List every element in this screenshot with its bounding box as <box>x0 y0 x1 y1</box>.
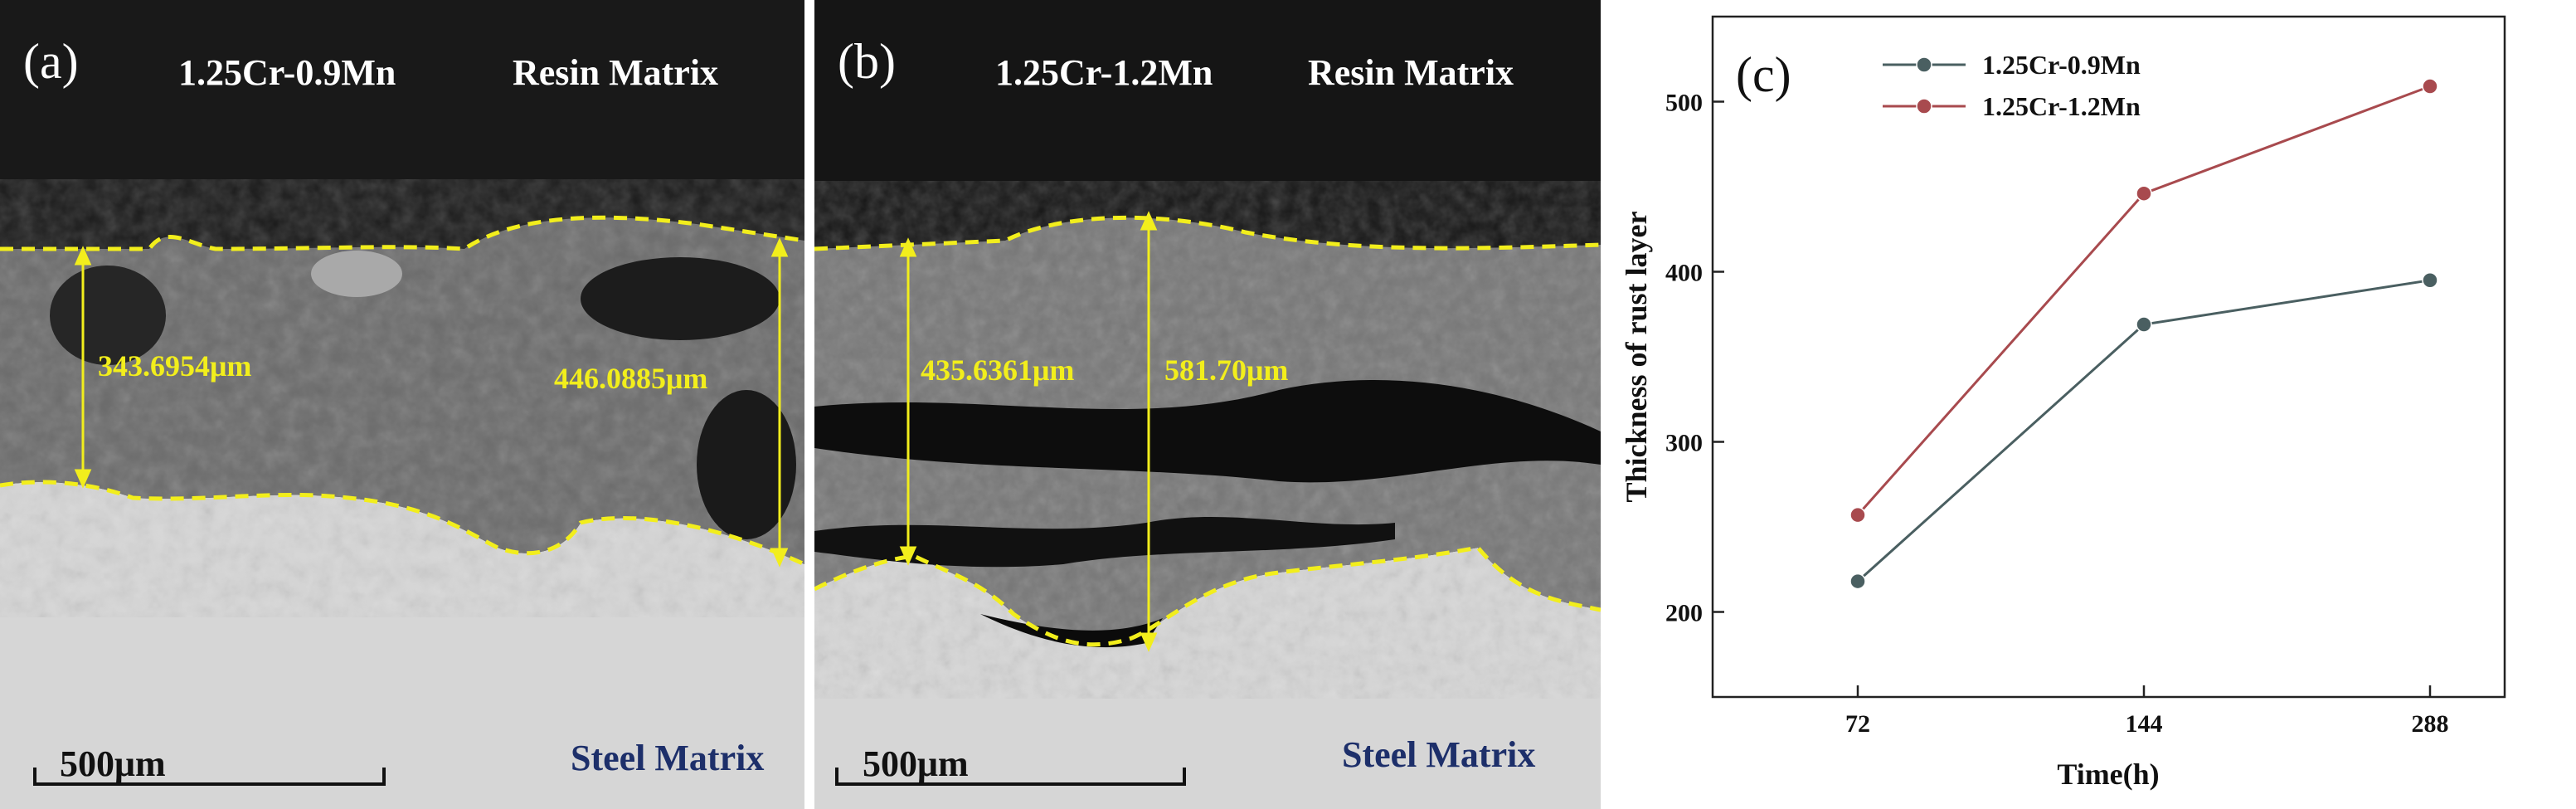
measure-arrow-right <box>1140 211 1158 652</box>
plot-frame <box>1711 15 2506 699</box>
y-tick-label: 500 <box>1665 90 1703 117</box>
rust-crack <box>980 614 1163 648</box>
data-point <box>2136 316 2152 333</box>
alloy-label-b: 1.25Cr-1.2Mn <box>995 52 1213 93</box>
panel-tag-b: (b) <box>838 34 896 89</box>
legend: 1.25Cr-0.9Mn 1.25Cr-1.2Mn <box>1883 50 2141 121</box>
measurement-label: 435.6361μm <box>921 353 1075 387</box>
rust-inclusion <box>311 251 402 297</box>
x-axis-label: Time(h) <box>2057 758 2159 791</box>
measure-arrow-left <box>74 246 92 489</box>
y-axis-ticks: 200 300 400 500 <box>1665 90 1724 627</box>
steel-matrix-label-b: Steel Matrix <box>1342 734 1536 775</box>
data-point <box>2422 78 2438 95</box>
rust-crack <box>50 266 166 365</box>
measurement-label: 446.0885μm <box>554 362 708 395</box>
x-tick-label: 144 <box>2126 710 2163 738</box>
measure-arrow-right <box>770 237 789 568</box>
y-tick-label: 300 <box>1665 430 1703 457</box>
y-tick-label: 200 <box>1665 600 1703 627</box>
series-line <box>1856 85 2431 516</box>
sem-image-b <box>814 0 1601 809</box>
measurement-label: 343.6954μm <box>98 349 252 383</box>
upper-boundary-line <box>814 215 1601 251</box>
scale-bar-label-b: 500μm <box>863 743 969 784</box>
lower-boundary-line <box>0 480 804 567</box>
scale-bar-label-a: 500μm <box>60 743 166 784</box>
x-tick-label: 72 <box>1845 710 1870 738</box>
legend-label: 1.25Cr-1.2Mn <box>1982 91 2141 121</box>
x-axis-ticks: 72 144 288 <box>1845 685 2449 738</box>
scale-bar-line <box>33 768 386 786</box>
lower-boundary-line <box>814 545 1601 647</box>
resin-matrix-label-a: Resin Matrix <box>513 52 719 93</box>
sem-panel-a: (a) 1.25Cr-0.9Mn Resin Matrix 343.6954μm… <box>0 0 804 809</box>
data-point <box>1849 573 1866 590</box>
rust-crack <box>581 257 780 340</box>
data-point <box>2136 185 2152 202</box>
measure-arrow-left <box>899 237 917 566</box>
legend-marker <box>1916 98 1932 115</box>
steel-matrix-label-a: Steel Matrix <box>571 738 765 778</box>
legend-label: 1.25Cr-0.9Mn <box>1982 50 2141 80</box>
measurement-label: 581.70μm <box>1164 353 1289 387</box>
data-series <box>1849 78 2438 590</box>
upper-boundary-line <box>0 215 804 251</box>
y-tick-label: 400 <box>1665 260 1703 287</box>
rust-crack <box>814 516 1395 568</box>
data-point <box>2422 272 2438 289</box>
scale-bar-line <box>835 768 1186 786</box>
rust-crack <box>697 390 796 539</box>
alloy-label-a: 1.25Cr-0.9Mn <box>178 52 396 93</box>
data-point <box>1849 506 1866 524</box>
panel-tag-a: (a) <box>23 34 79 89</box>
y-axis-label: Thickness of rust layer <box>1620 211 1653 502</box>
legend-marker <box>1916 56 1932 73</box>
sem-image-a <box>0 0 804 809</box>
sem-panel-b: (b) 1.25Cr-1.2Mn Resin Matrix 435.6361μm… <box>814 0 1601 809</box>
chart-panel-tag: (c) <box>1736 47 1791 102</box>
rust-crack <box>814 380 1601 483</box>
resin-matrix-label-b: Resin Matrix <box>1308 52 1514 93</box>
x-tick-label: 288 <box>2412 710 2449 738</box>
